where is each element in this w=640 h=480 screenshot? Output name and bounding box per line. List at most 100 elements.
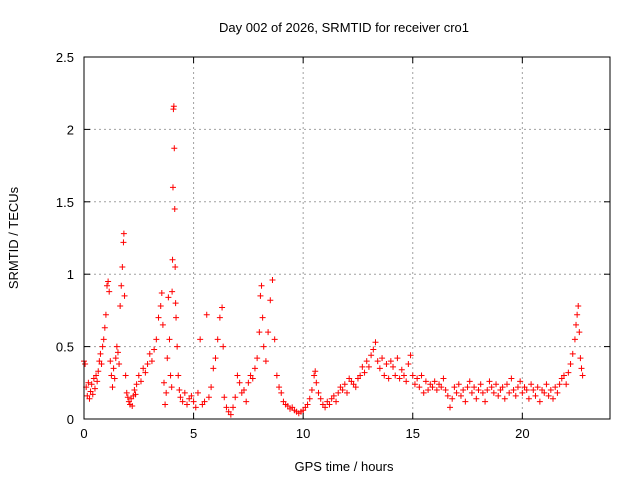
data-point (569, 350, 576, 357)
data-point (541, 389, 548, 396)
data-point (110, 365, 117, 372)
data-point (317, 395, 324, 402)
data-point (479, 389, 486, 396)
data-point (165, 294, 172, 301)
data-point (240, 387, 247, 394)
x-axis-label: GPS time / hours (295, 459, 394, 474)
data-point (181, 389, 188, 396)
data-point (444, 392, 451, 399)
data-point (172, 300, 179, 307)
data-point (243, 398, 250, 405)
data-point (232, 394, 239, 401)
data-point (208, 384, 215, 391)
data-point (379, 355, 386, 362)
data-point (151, 346, 158, 353)
data-point (357, 372, 364, 379)
data-point (574, 311, 581, 318)
data-point (352, 384, 359, 391)
data-point (120, 239, 127, 246)
data-point (201, 398, 208, 405)
data-point (167, 372, 174, 379)
data-point (89, 391, 96, 398)
data-point (482, 398, 489, 405)
data-point (311, 372, 318, 379)
data-point (453, 389, 460, 396)
data-point (493, 381, 500, 388)
data-point (169, 288, 176, 295)
data-point (536, 398, 543, 405)
data-point (169, 256, 176, 263)
data-point (114, 349, 121, 356)
data-point (374, 358, 381, 365)
data-point (560, 372, 567, 379)
data-point (431, 378, 438, 385)
data-point (464, 384, 471, 391)
data-point (219, 304, 226, 311)
data-point (394, 355, 401, 362)
data-point (94, 378, 101, 385)
data-point (407, 352, 414, 359)
data-point (258, 282, 265, 289)
data-point (418, 372, 425, 379)
data-point (315, 389, 322, 396)
y-tick-label: 2 (67, 122, 74, 137)
data-point (550, 395, 557, 402)
x-axis-tick-labels: 0 5 10 15 20 (80, 426, 529, 441)
data-point (473, 395, 480, 402)
data-point (273, 372, 280, 379)
data-point (578, 365, 585, 372)
data-point (475, 387, 482, 394)
data-point (162, 401, 169, 408)
axis-ticks (83, 56, 610, 420)
data-point (488, 384, 495, 391)
data-point (543, 381, 550, 388)
data-point (308, 387, 315, 394)
data-point (462, 398, 469, 405)
data-point (170, 103, 177, 110)
data-point (396, 375, 403, 382)
data-point (144, 360, 151, 367)
y-tick-label: 1 (67, 267, 74, 282)
y-axis-tick-labels: 0 0.5 1 1.5 2 2.5 (56, 50, 74, 427)
data-point (172, 263, 179, 270)
x-tick-label: 5 (190, 426, 197, 441)
data-point (460, 387, 467, 394)
data-point (131, 387, 138, 394)
data-point (173, 314, 180, 321)
data-point (111, 375, 118, 382)
data-point (372, 339, 379, 346)
data-point (100, 336, 107, 343)
y-tick-label: 2.5 (56, 50, 74, 65)
x-tick-label: 20 (515, 426, 529, 441)
data-point (411, 381, 418, 388)
data-points (81, 103, 586, 418)
data-point (484, 387, 491, 394)
data-point (105, 278, 112, 285)
data-point (221, 394, 228, 401)
data-point (576, 329, 583, 336)
data-point (190, 398, 197, 405)
data-point (457, 392, 464, 399)
data-point (137, 378, 144, 385)
data-point (129, 402, 136, 409)
data-point (203, 311, 210, 318)
data-point (322, 404, 329, 411)
data-point (517, 378, 524, 385)
data-point (416, 384, 423, 391)
data-point (164, 355, 171, 362)
data-point (169, 184, 176, 191)
data-point (466, 378, 473, 385)
plot-area-border (83, 56, 611, 420)
data-point (471, 384, 478, 391)
data-point (510, 387, 517, 394)
data-point (98, 360, 105, 367)
data-point (192, 404, 199, 411)
data-point (552, 384, 559, 391)
data-point (330, 392, 337, 399)
data-point (254, 355, 261, 362)
data-point (387, 358, 394, 365)
data-point (398, 366, 405, 373)
